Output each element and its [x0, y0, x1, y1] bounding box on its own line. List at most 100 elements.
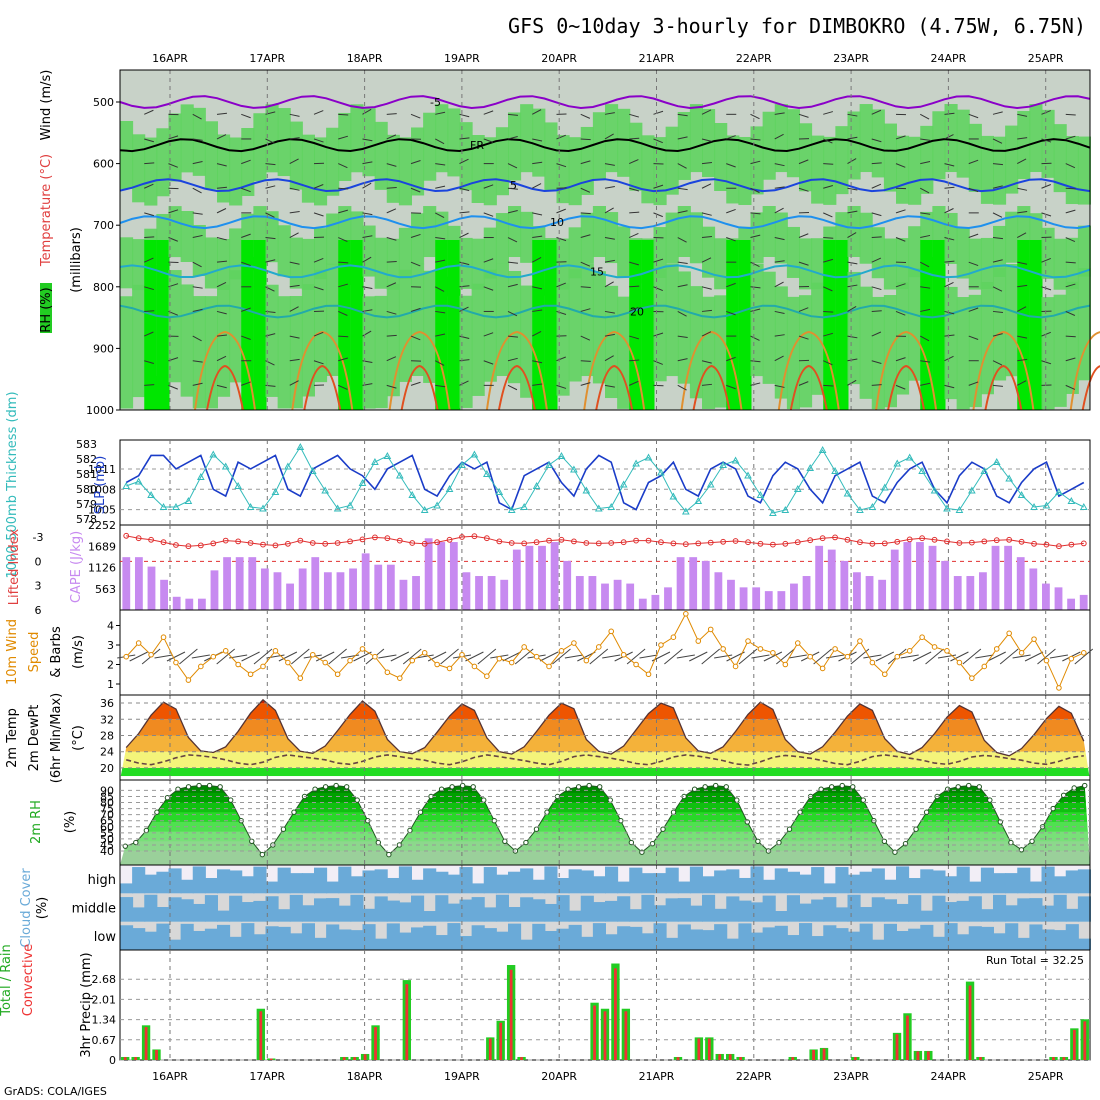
rh2m-point — [755, 838, 761, 845]
rh-band — [229, 270, 243, 383]
wind-barb — [556, 384, 567, 389]
wind-barb — [750, 212, 761, 215]
cape-bar — [386, 564, 395, 610]
cape-bar — [336, 572, 345, 610]
wind-barb — [192, 187, 202, 194]
cloud-cover-bar — [301, 923, 315, 950]
cloud-cover-bar — [1005, 873, 1019, 894]
cloud-cover-bar — [459, 936, 473, 950]
wind-barb — [1065, 113, 1076, 116]
rh-band — [677, 111, 691, 180]
wind10-barb — [987, 651, 1006, 662]
cloud-cover-bar — [677, 924, 691, 950]
cape-bar — [701, 560, 710, 610]
cloud-cover-bar — [823, 883, 837, 894]
rh-band — [508, 112, 522, 181]
wind10-point — [658, 642, 664, 648]
wind-barb — [750, 187, 760, 194]
cloud-cover-bar — [338, 905, 352, 922]
wind-barb — [338, 135, 349, 140]
wind10-point — [459, 651, 465, 658]
wind-barb — [629, 113, 640, 118]
wind-barb — [216, 237, 227, 241]
cloud-cover-bar — [447, 923, 461, 950]
rh2m-point — [976, 784, 982, 790]
wind-barb — [629, 285, 640, 288]
rh2m-point — [196, 782, 202, 789]
precip-conv-bar — [488, 1038, 492, 1060]
precip-conv-label: Convective — [21, 944, 36, 1017]
wind10-point — [434, 661, 440, 668]
thickness-point — [234, 481, 242, 489]
wind10-barb — [552, 648, 571, 665]
wind-barb — [677, 210, 688, 214]
date-label-bottom: 20APR — [541, 1070, 577, 1083]
wind-barb — [798, 261, 809, 266]
rh2m-point — [1071, 785, 1077, 791]
thickness-point — [880, 483, 889, 491]
wind10-point — [421, 650, 428, 656]
rh-band — [532, 108, 546, 177]
cloud-cover-bar — [956, 934, 970, 950]
wind-barb — [265, 185, 276, 189]
wind10-point — [608, 628, 615, 635]
thickness-point — [134, 477, 143, 485]
wind10-point — [620, 651, 627, 658]
cloud-cover-bar — [180, 923, 194, 950]
cape-bar — [374, 564, 383, 610]
wind-barb — [144, 138, 155, 143]
rh-band — [883, 238, 897, 290]
wind-barb — [580, 234, 591, 239]
rh-high-band — [1017, 240, 1031, 410]
rh-legend-swatch — [40, 283, 52, 333]
rh-band — [374, 237, 388, 289]
cloud-cover-bar — [265, 896, 279, 922]
date-label-top: 16APR — [152, 52, 188, 65]
thickness-point — [520, 502, 529, 510]
rh-band — [435, 104, 449, 173]
cloud-cover-bar — [932, 895, 946, 922]
precip-conv-bar — [269, 1058, 273, 1060]
wind-barb — [677, 261, 688, 265]
rh-high-band — [447, 240, 461, 410]
cloud-cover-bar — [811, 867, 825, 894]
date-label-top: 24APR — [930, 52, 966, 65]
rh2m-point — [987, 797, 993, 803]
wind-barb — [968, 261, 979, 267]
wind-barb — [1065, 310, 1076, 316]
cloud-cover-bar — [508, 907, 522, 922]
wind-barb — [532, 138, 543, 142]
precip-conv-bar — [728, 1054, 732, 1060]
cloud-cover-bar — [289, 933, 303, 950]
thickness-point — [793, 484, 802, 492]
cloud-cover-bar — [920, 869, 934, 894]
wind-barb — [1041, 286, 1052, 291]
cloud-cover-bar — [132, 928, 146, 950]
cloud-cover-bar — [1029, 881, 1043, 894]
cloud-cover-bar — [968, 881, 982, 894]
cape-bar — [853, 572, 861, 610]
cloud-cover-bar — [314, 937, 328, 950]
cape-bar — [563, 560, 572, 610]
wind10-point — [322, 659, 328, 666]
wind-barb — [435, 237, 446, 240]
wind10-barb — [962, 648, 982, 665]
wind10-barb — [166, 651, 186, 662]
wind-barb — [629, 137, 640, 140]
rh2m-point — [481, 797, 487, 803]
cloud-cover-bar — [641, 894, 655, 922]
cloud-cover-bar — [217, 924, 231, 950]
cloud-cover-bar — [411, 927, 425, 950]
wind-barb — [313, 331, 324, 337]
cloud-cover-bar — [726, 896, 740, 922]
wind-barb — [1065, 209, 1076, 214]
cloud-cover-bar — [144, 874, 158, 894]
wind-barb — [726, 310, 736, 316]
wind-barb — [532, 183, 542, 189]
wind10-barb — [925, 648, 944, 665]
wind-barb — [653, 110, 664, 115]
cloud-cover-bar — [993, 933, 1007, 950]
wind-barb — [944, 208, 954, 214]
rh-band — [483, 227, 497, 279]
wind-barb — [895, 283, 906, 288]
